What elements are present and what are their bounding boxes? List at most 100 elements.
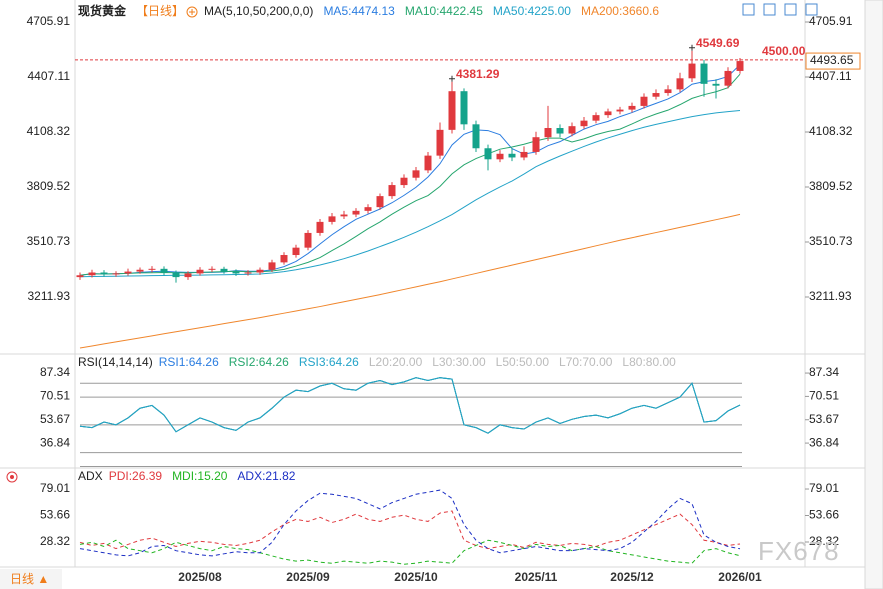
candle-body <box>316 221 324 233</box>
y-tick-label: 4407.11 <box>28 69 71 83</box>
candle-body <box>220 268 228 272</box>
candle-body <box>460 91 468 125</box>
tool-button[interactable] <box>763 3 776 16</box>
level-legend: L70:70.00 <box>559 355 613 369</box>
y-tick-label: 4108.32 <box>809 124 853 138</box>
settings-icon-cross <box>189 9 196 15</box>
panel-title: RSI(14,14,14) <box>78 355 153 369</box>
candle-body <box>700 63 708 84</box>
series-line <box>79 73 741 276</box>
legend-entry: RSI2:64.26 <box>229 355 289 369</box>
candle-body <box>712 83 720 86</box>
candle-body <box>76 275 84 278</box>
candle-body <box>688 63 696 79</box>
period-button[interactable]: 日线 ▲ <box>10 572 49 586</box>
candle-body <box>616 109 624 112</box>
y-tick-label: 53.66 <box>809 508 839 522</box>
price-line-label: 4500.00 <box>762 44 806 58</box>
x-tick-label: 2026/01 <box>718 570 762 584</box>
y-tick-label: 87.34 <box>40 365 70 379</box>
candle-body <box>628 105 636 110</box>
candle-body <box>184 273 192 278</box>
tool-button[interactable] <box>784 3 797 16</box>
legend-entry: MA50:4225.00 <box>493 4 571 18</box>
y-tick-label: 36.84 <box>809 435 839 449</box>
candle-body <box>664 89 672 94</box>
candle-body <box>508 153 516 158</box>
candle-body <box>388 185 396 197</box>
series-line <box>79 213 741 349</box>
candle-body <box>412 170 420 178</box>
candle-body <box>472 124 480 149</box>
candle-body <box>244 272 252 274</box>
legend-entry: ADX:21.82 <box>237 469 295 483</box>
y-tick-label: 3809.52 <box>809 179 853 193</box>
series-line <box>79 539 741 565</box>
candle-body <box>364 207 372 211</box>
high-marker <box>449 75 455 82</box>
chart-title: 现货黄金 <box>78 3 127 18</box>
candle-body <box>232 271 240 274</box>
x-tick-label: 2025/12 <box>610 570 654 584</box>
watermark: FX678 <box>758 536 840 566</box>
settings-icon <box>186 6 198 18</box>
last-price-box <box>805 52 861 70</box>
candle-body <box>292 247 300 256</box>
y-tick-label: 70.51 <box>40 389 70 403</box>
candle-body <box>268 262 276 270</box>
y-tick-label: 4407.11 <box>809 69 852 83</box>
panel-title: ADX <box>78 469 103 483</box>
candle-body <box>424 155 432 171</box>
candle-body <box>148 268 156 270</box>
candle-body <box>88 272 96 276</box>
y-tick-label: 4705.91 <box>27 14 71 28</box>
candle-body <box>208 268 216 270</box>
legend-entry: RSI3:64.26 <box>299 355 359 369</box>
candle-body <box>352 210 360 215</box>
candle-body <box>604 111 612 116</box>
candle-body <box>448 91 456 130</box>
settings-icon-ring <box>186 6 198 18</box>
candle-body <box>340 214 348 217</box>
candle-body <box>376 196 384 208</box>
candle-body <box>136 269 144 272</box>
tool-button[interactable] <box>742 3 755 16</box>
legend-entry: MA200:3660.6 <box>581 4 659 18</box>
high-label: 4381.29 <box>456 67 500 81</box>
y-tick-label: 70.51 <box>809 389 839 403</box>
indicator-label: MA(5,10,50,200,0,0) <box>204 4 313 18</box>
period-button-bg[interactable] <box>0 569 62 589</box>
last-price-label: 4493.65 <box>810 53 854 67</box>
candle-body <box>544 128 552 138</box>
y-tick-label: 4108.32 <box>27 124 71 138</box>
y-tick-label: 3809.52 <box>27 179 71 193</box>
y-tick-label: 3211.93 <box>28 289 71 303</box>
candle-body <box>196 269 204 274</box>
x-tick-label: 2025/10 <box>394 570 438 584</box>
legend-entry: MDI:15.20 <box>172 469 228 483</box>
legend-entry: PDI:26.39 <box>109 469 163 483</box>
tool-button[interactable] <box>805 3 818 16</box>
series-line <box>79 510 741 550</box>
candle-body <box>724 70 732 86</box>
candle-body <box>496 153 504 160</box>
candle-body <box>556 128 564 134</box>
period-label: 【日线】 <box>136 4 184 18</box>
y-tick-label: 3211.93 <box>809 289 852 303</box>
candle-body <box>676 78 684 90</box>
level-legend: L30:30.00 <box>432 355 486 369</box>
candle-body <box>256 269 264 273</box>
side-panel <box>864 0 883 589</box>
candle-body <box>652 93 660 97</box>
x-tick-label: 2025/08 <box>178 570 222 584</box>
y-tick-label: 36.84 <box>40 435 70 449</box>
candle-body <box>124 271 132 274</box>
candle-body <box>484 148 492 160</box>
candle-body <box>532 137 540 152</box>
y-tick-label: 3510.73 <box>809 234 853 248</box>
series-line <box>79 377 741 434</box>
candle-body <box>400 177 408 186</box>
level-legend: L20:20.00 <box>369 355 423 369</box>
